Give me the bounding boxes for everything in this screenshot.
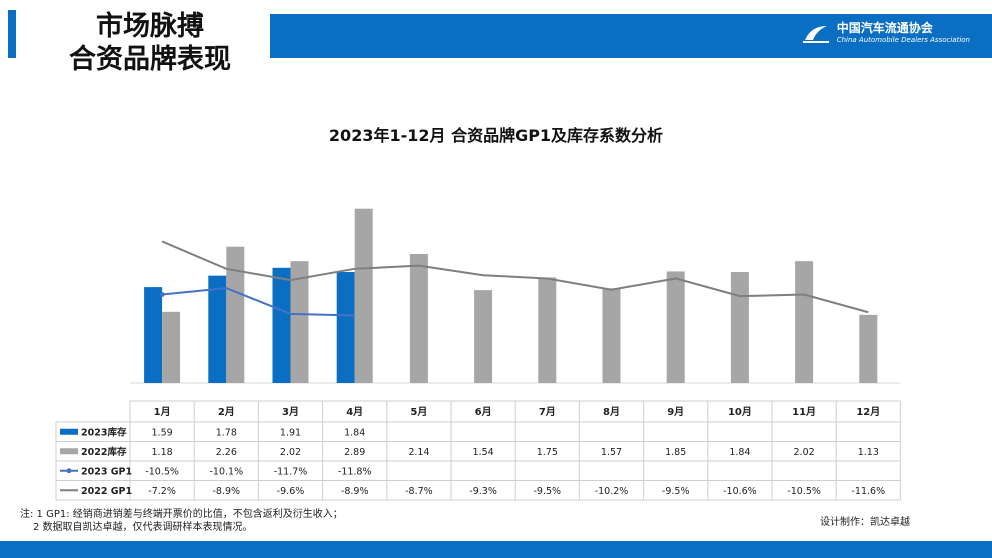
bar-2022-inventory [409,253,428,383]
bar-2022-inventory [474,290,493,383]
bar-2022-inventory [666,271,685,383]
table-value-cell: -11.6% [851,486,885,497]
table-value-cell: -8.9% [341,486,369,497]
logo-en-text: China Automobile Dealers Association [836,36,970,44]
table-month-label: 5月 [410,406,427,418]
table-value-cell: -10.5% [145,466,179,477]
page-title: 市场脉搏 合资品牌表现 [30,10,270,76]
table-value-cell: -9.5% [662,486,690,497]
page-title-line1: 市场脉搏 [96,11,204,42]
table-value-cell: -11.7% [274,466,308,477]
footnote-line1: 注: 1 GP1: 经销商进销差与终端开票价的比值，不包含返利及衍生收入； [20,509,343,520]
bar-2022-inventory [290,261,309,383]
footnote-line2: 2 数据取自凯达卓越，仅代表调研样本表现情况。 [33,522,253,533]
line-2023-gp1-marker [159,292,165,298]
bar-2023-inventory [336,272,355,383]
footer-strip [0,541,992,558]
bar-2022-inventory [602,288,621,383]
table-value-cell: 2.14 [408,447,429,458]
table-month-label: 10月 [728,406,752,418]
bar-2022-inventory [354,208,373,383]
table-value-cell: 1.59 [152,427,173,438]
table-value-cell: -8.9% [213,486,241,497]
bar-2022-inventory [162,311,181,383]
table-value-cell: -9.5% [534,486,562,497]
table-value-cell: -9.3% [469,486,497,497]
table-value-cell: 1.84 [344,427,365,438]
table-value-cell: -8.7% [405,486,433,497]
legend-swatch [60,448,78,455]
chart-title: 2023年1-12月 合资品牌GP1及库存系数分析 [328,126,664,145]
table-value-cell: 1.84 [729,447,750,458]
table-month-label: 2月 [218,406,235,418]
page-title-line2: 合资品牌表现 [69,44,231,75]
chart-area: 1月 2月 3月 4月 5月 6月 7月 8月 9月 10月 11月 12月 2023库存 1.59 1.7… [55,208,901,501]
line-2022-gp1 [161,240,869,314]
line-2023-gp1 [162,287,355,317]
table-value-cell: 2.02 [794,447,815,458]
table-value-cell: 2.26 [216,447,237,458]
table-value-cell: -7.2% [148,486,176,497]
table-value-cell: -11.8% [338,466,372,477]
bar-2022-inventory [859,314,878,383]
bar-2022-inventory [538,277,557,383]
table-value-cell: 1.54 [473,447,494,458]
bar-2023-inventory [144,287,163,383]
cada-logo-icon [802,26,829,43]
table-month-label: 4月 [346,406,363,418]
table-value-cell: 1.18 [152,447,173,458]
table-value-cell: 1.57 [601,447,622,458]
logo-cn-text: 中国汽车流通协会 [836,21,933,35]
table-value-cell: 1.85 [665,447,686,458]
footnote: 注: 1 GP1: 经销商进销差与终端开票价的比值，不包含返利及衍生收入； 2 … [20,508,343,534]
table-month-label: 8月 [603,406,620,418]
table-month-label: 1月 [154,406,171,418]
table-value-cell: 1.91 [280,427,301,438]
bar-2023-inventory [208,275,227,383]
table-month-label: 9月 [667,406,684,418]
cada-logo: 中国汽车流通协会 China Automobile Dealers Associ… [801,22,970,46]
table-value-cell: 1.78 [216,427,237,438]
table-month-label: 7月 [539,406,556,418]
table-month-label: 6月 [475,406,492,418]
table-value-cell: 1.75 [537,447,558,458]
bar-2022-inventory [795,261,814,383]
legend-label: 2022库存 [81,446,127,458]
bar-2023-inventory [272,267,291,383]
table-value-cell: -10.1% [209,466,243,477]
table-value-cell: 2.89 [344,447,365,458]
table-month-label: 3月 [282,406,299,418]
legend-swatch [60,428,78,435]
table-month-label: 12月 [856,406,880,418]
legend-label: 2023库存 [81,426,127,438]
table-month-label: 11月 [792,406,816,418]
title-accent-bar [8,10,16,58]
bar-2022-inventory [730,272,749,383]
table-value-cell: -10.5% [787,486,821,497]
design-credit: 设计制作：凯达卓越 [820,517,910,528]
header-band [270,14,992,58]
legend-label: 2022 GP1 [81,486,132,497]
table-value-cell: 1.13 [858,447,879,458]
table-value-cell: -9.6% [277,486,305,497]
bar-2022-inventory [226,246,245,383]
table-value-cell: 2.02 [280,447,301,458]
legend-marker [66,468,72,474]
legend-label: 2023 GP1 [81,466,132,477]
table-value-cell: -10.2% [595,486,629,497]
table-value-cell: -10.6% [723,486,757,497]
